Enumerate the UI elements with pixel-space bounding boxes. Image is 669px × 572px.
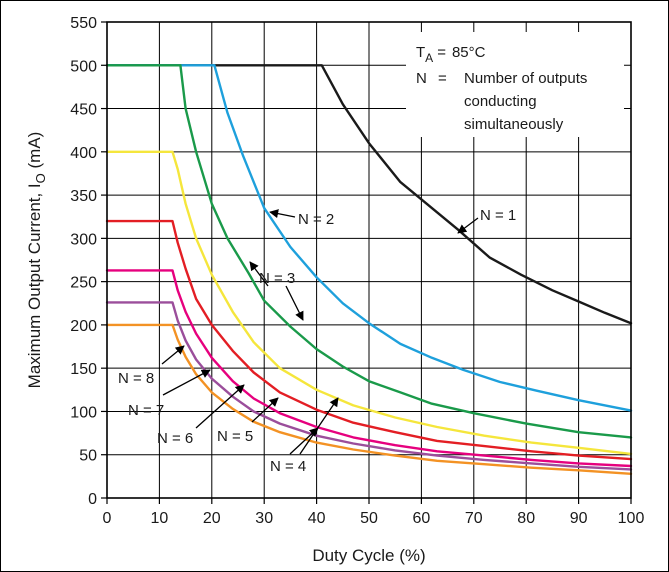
- callout-label-n6: N = 6: [157, 430, 193, 447]
- series-line-n7: [105, 301, 633, 471]
- annotation-ta-sub: A: [425, 51, 433, 65]
- x-tick-label: 90: [570, 510, 588, 527]
- y-tick-label: 50: [79, 448, 97, 465]
- callout-label-n5: N = 5: [217, 428, 253, 445]
- y-tick-label: 0: [88, 491, 97, 508]
- y-tick-label: 500: [70, 58, 97, 75]
- x-tick-label: 20: [203, 510, 221, 527]
- x-tick-label: 0: [103, 510, 112, 527]
- callout-arrow-n4-a: [289, 427, 319, 455]
- x-tick-label: 50: [360, 510, 378, 527]
- x-tick-label: 60: [413, 510, 431, 527]
- callout-arrow-n7: [162, 369, 211, 396]
- y-axis-title-unit: (mA): [25, 132, 44, 174]
- y-tick-label: 400: [70, 145, 97, 162]
- callout-arrow-n3-a: [249, 261, 269, 287]
- series-line-n3: [105, 64, 633, 439]
- y-tick-label: 250: [70, 275, 97, 292]
- annotation-n-line3: simultaneously: [464, 116, 564, 133]
- callout-arrow-n6: [195, 384, 245, 429]
- annotation-n-line2: conducting: [464, 93, 537, 110]
- x-tick-label: 40: [308, 510, 326, 527]
- callout-label-n1: N = 1: [480, 207, 516, 224]
- y-axis-title: Maximum Output Current, IO (mA): [25, 132, 48, 389]
- x-tick-label: 10: [151, 510, 169, 527]
- series-line-n6: [105, 269, 633, 468]
- annotation-ta-value: 85°C: [452, 44, 486, 61]
- series-callouts: N = 1 N = 2 N = 3 N = 8 N = 7 N = 6 N = …: [118, 207, 516, 475]
- annotation-ta-symbol: T: [416, 44, 425, 61]
- annotation-n-eq: =: [438, 70, 447, 87]
- series-line-n4: [105, 150, 633, 456]
- tick-labels: 0 10 20 30 40 50 60 70 80 90 100 0 50 100 150 200 250 300…: [70, 15, 644, 527]
- series-line-n2: [105, 64, 633, 412]
- y-tick-label: 100: [70, 404, 97, 421]
- callout-arrow-n8: [161, 345, 185, 365]
- callout-arrow-n1: [457, 217, 479, 234]
- callout-label-n7: N = 7: [128, 402, 164, 419]
- x-tick-label: 80: [517, 510, 535, 527]
- x-axis-title: Duty Cycle (%): [312, 546, 425, 565]
- y-tick-label: 450: [70, 102, 97, 119]
- callout-arrow-n4-b: [299, 397, 339, 455]
- y-tick-label: 550: [70, 15, 97, 32]
- annotation-n-symbol: N: [416, 70, 427, 87]
- y-tick-label: 200: [70, 318, 97, 335]
- annotation-ta-eq: =: [437, 44, 446, 61]
- y-axis-title-main: Maximum Output Current, I: [25, 183, 44, 388]
- callout-arrow-n3-b: [285, 285, 304, 321]
- x-tick-label: 70: [465, 510, 483, 527]
- annotation-n-line1: Number of outputs: [464, 70, 587, 87]
- y-axis-title-sub: O: [33, 173, 48, 183]
- annotation-ta: TA = 85°C: [416, 44, 486, 65]
- callout-label-n3: N = 3: [259, 270, 295, 287]
- callout-arrow-n2: [269, 209, 296, 219]
- callout-arrow-n5: [251, 397, 279, 423]
- y-tick-label: 300: [70, 231, 97, 248]
- series-line-n5: [105, 219, 633, 461]
- x-tick-label: 30: [255, 510, 273, 527]
- y-tick-label: 350: [70, 188, 97, 205]
- x-tick-label: 100: [618, 510, 645, 527]
- callout-label-n2: N = 2: [298, 211, 334, 228]
- callout-label-n8: N = 8: [118, 370, 154, 387]
- annotation-box: [406, 32, 624, 137]
- callout-label-n4: N = 4: [270, 458, 306, 475]
- y-tick-label: 150: [70, 361, 97, 378]
